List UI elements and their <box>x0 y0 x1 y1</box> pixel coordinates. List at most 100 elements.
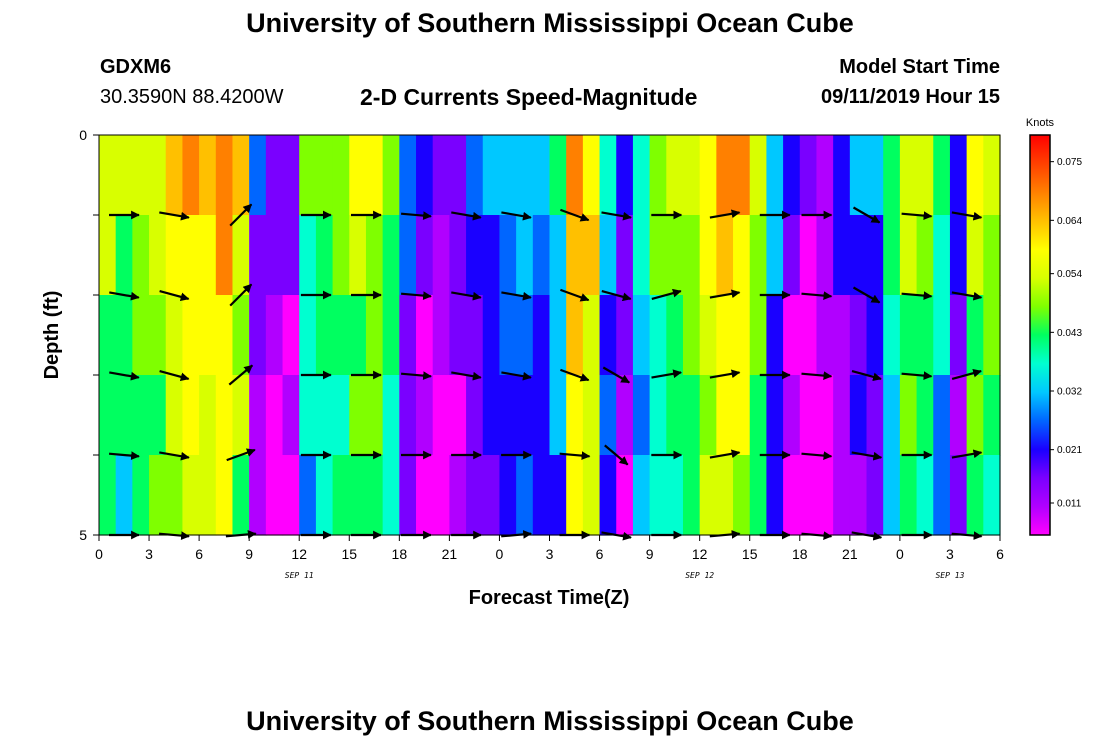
heatmap-cell <box>365 295 384 376</box>
heatmap-cell <box>165 135 184 216</box>
heatmap-cell <box>682 455 701 536</box>
heatmap-cell <box>616 135 634 216</box>
heatmap-cell <box>532 455 551 536</box>
heatmap-cell <box>916 135 934 216</box>
y-axis-title: Depth (ft) <box>41 291 63 380</box>
heatmap-cell <box>866 135 884 216</box>
heatmap-cell <box>933 455 951 536</box>
heatmap-cell <box>399 375 417 456</box>
heatmap-cell <box>682 375 701 456</box>
heatmap-cell <box>449 215 467 296</box>
heatmap-cell <box>399 295 417 376</box>
heatmap-cell <box>616 215 634 296</box>
vector-arrow <box>560 288 590 302</box>
heatmap-cell <box>516 375 534 456</box>
heatmap-cell <box>282 295 300 376</box>
vector-arrow <box>501 371 532 381</box>
heatmap-cell <box>883 375 901 456</box>
x-tick-label: 6 <box>996 546 1004 562</box>
model-start-label: Model Start Time <box>839 56 1000 78</box>
heatmap-cell <box>616 295 634 376</box>
heatmap-cell <box>833 135 851 216</box>
heatmap-cell <box>282 375 300 456</box>
x-tick-label: 15 <box>341 546 357 562</box>
heatmap-cell <box>265 375 284 456</box>
vector-arrow <box>852 206 881 224</box>
heatmap-cell <box>899 215 918 296</box>
heatmap-cell <box>149 135 167 216</box>
vector-arrow <box>560 208 590 222</box>
heatmap-cell <box>466 135 484 216</box>
x-tick-label: 3 <box>946 546 954 562</box>
vector-arrow <box>602 366 630 384</box>
colorbar-tick-label: 0.032 <box>1057 387 1082 398</box>
heatmap-cell <box>399 135 417 216</box>
heatmap-cell <box>549 295 567 376</box>
vector-arrow <box>801 451 833 460</box>
heatmap-cell <box>249 375 267 456</box>
heatmap-cell <box>482 135 501 216</box>
heatmap-cell <box>299 375 317 456</box>
heatmap-cell <box>649 135 667 216</box>
vector-arrow <box>601 211 632 221</box>
heatmap-cell <box>265 295 284 376</box>
heatmap-cell <box>115 375 133 456</box>
heatmap-cell <box>632 295 651 376</box>
heatmap-cell <box>833 375 851 456</box>
heatmap-cell <box>499 215 517 296</box>
heatmap-cell <box>849 215 868 296</box>
x-tick-label: 9 <box>245 546 253 562</box>
heatmap-cell <box>449 135 467 216</box>
heatmap-cell <box>499 455 517 536</box>
heatmap-cell <box>115 135 133 216</box>
heatmap-cell <box>315 375 334 456</box>
colorbar-scale <box>1029 134 1051 536</box>
heatmap-cell <box>766 455 784 536</box>
heatmap-cell <box>382 135 400 216</box>
heatmap-cell <box>165 375 184 456</box>
heatmap-cell <box>799 215 818 296</box>
x-tick-label: 18 <box>392 546 408 562</box>
heatmap-cells <box>99 135 1001 536</box>
heatmap-cell <box>449 455 467 536</box>
heatmap-cell <box>315 295 334 376</box>
heatmap-cell <box>99 295 117 376</box>
heatmap-cell <box>432 375 450 456</box>
vector-arrow <box>709 289 741 299</box>
heatmap-cell <box>649 215 667 296</box>
vector-arrow <box>159 290 190 302</box>
heatmap-cell <box>199 295 217 376</box>
heatmap-cell <box>482 215 501 296</box>
colorbar-unit: Knots <box>1026 117 1055 129</box>
heatmap-cell <box>599 375 617 456</box>
heatmap-cell <box>182 215 200 296</box>
heatmap-cell <box>933 295 951 376</box>
vector-arrow <box>109 371 140 381</box>
heatmap-cell <box>499 375 517 456</box>
heatmap-cell <box>699 375 717 456</box>
heatmap-cell <box>382 295 400 376</box>
heatmap-cell <box>349 135 367 216</box>
heatmap-cell <box>566 215 584 296</box>
heatmap-cell <box>482 295 501 376</box>
heatmap-cell <box>349 295 367 376</box>
heatmap-cell <box>382 375 400 456</box>
heatmap-cell <box>332 135 350 216</box>
heatmap-cell <box>716 135 734 216</box>
heatmap-cell <box>282 455 300 536</box>
day-label: SEP 12 <box>685 571 714 580</box>
heatmap-cell <box>816 455 834 536</box>
heatmap-cell <box>582 375 601 456</box>
heatmap-cell <box>516 135 534 216</box>
vector-arrow <box>901 371 933 380</box>
heatmap-cell <box>149 455 167 536</box>
heatmap-cell <box>416 135 434 216</box>
day-label: SEP 13 <box>935 571 964 580</box>
station-coordinates: 30.3590N 88.4200W <box>100 86 284 108</box>
vector-arrow <box>651 369 682 379</box>
heatmap-cell <box>99 455 117 536</box>
vector-arrow <box>709 209 741 219</box>
heatmap-cell <box>215 215 234 296</box>
